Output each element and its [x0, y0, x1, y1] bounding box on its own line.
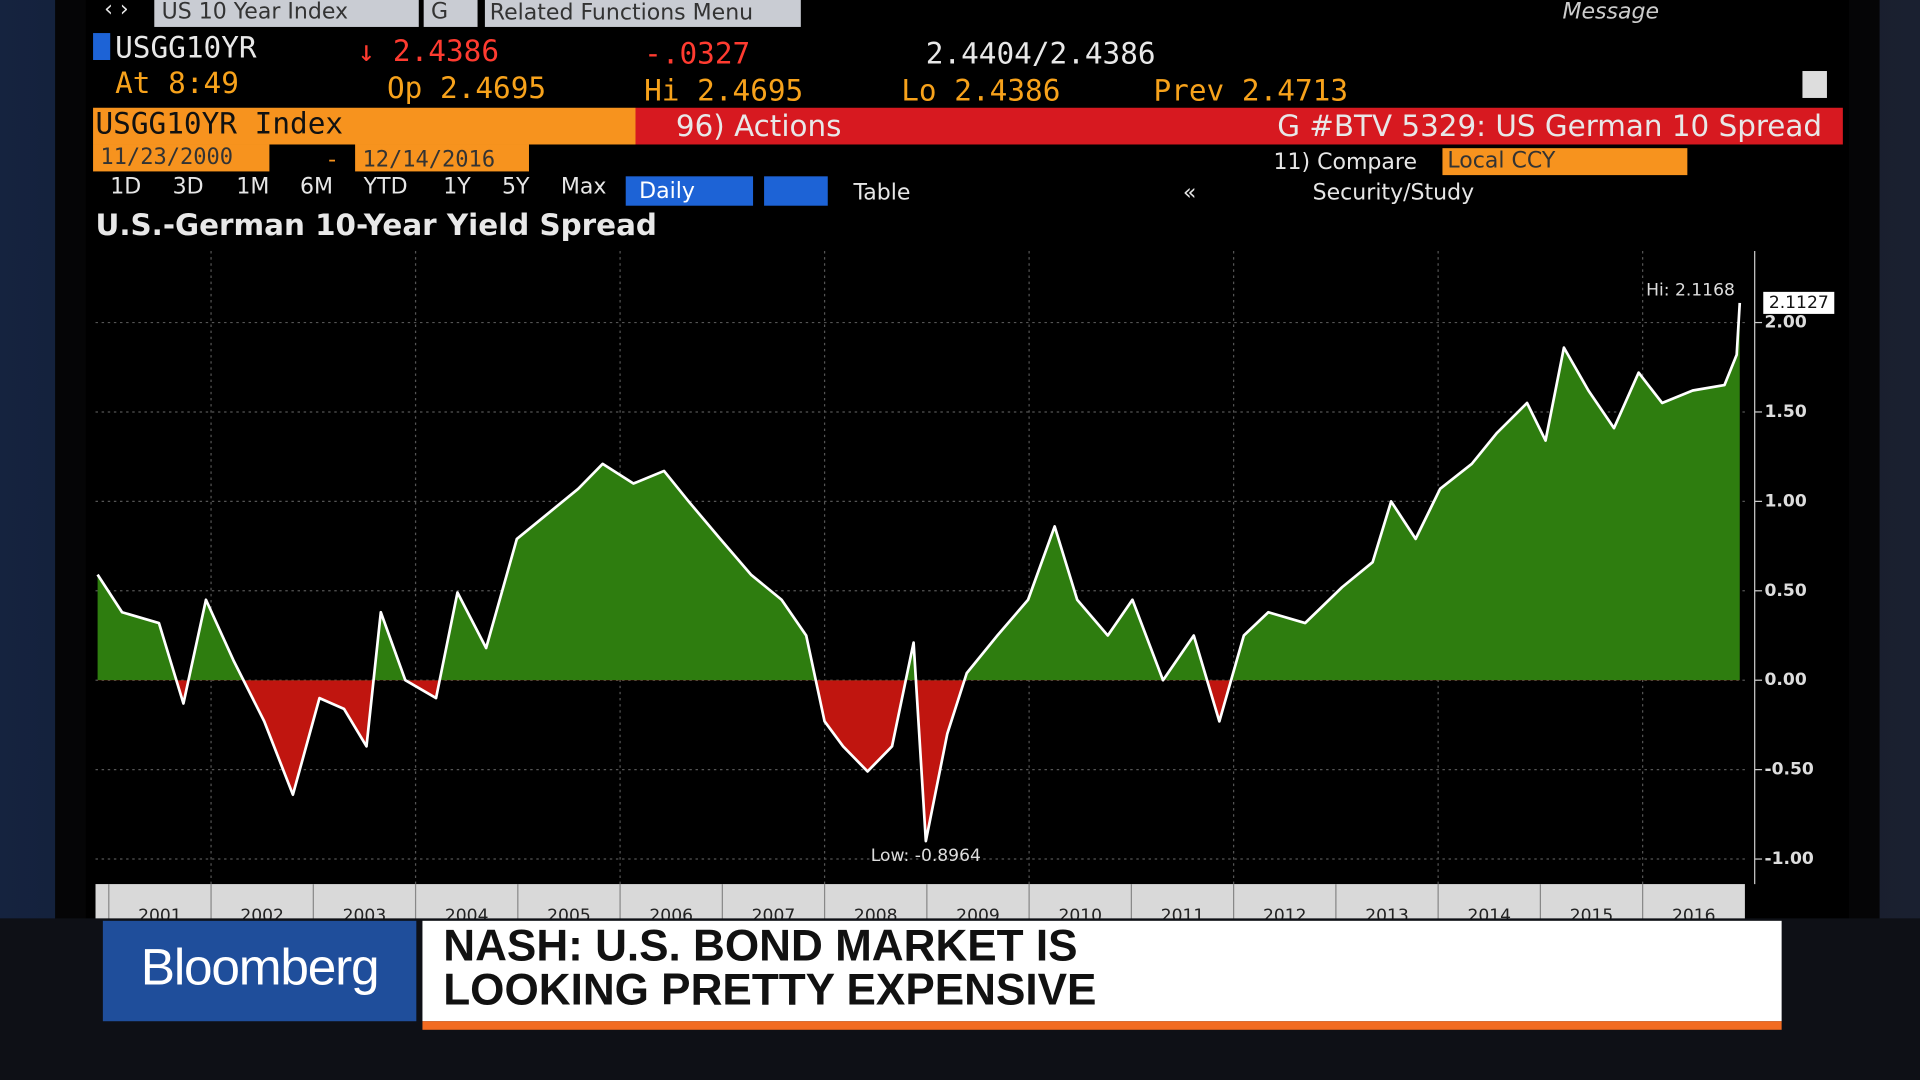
y-tick-label: -0.50	[1764, 760, 1813, 780]
headline-2: LOOKING PRETTY EXPENSIVE	[443, 966, 1096, 1015]
low-annotation: Low: -0.8964	[871, 846, 981, 866]
period[interactable]: Daily	[639, 179, 695, 204]
period-button[interactable]	[625, 176, 754, 206]
nav-arrows[interactable]: ‹ ›	[104, 0, 129, 22]
area-positive	[97, 302, 1740, 681]
range-button[interactable]: 1D	[110, 174, 141, 199]
menu-field[interactable]	[484, 0, 801, 27]
range-button[interactable]: 1M	[236, 174, 269, 199]
chart-title: U.S.-German 10-Year Yield Spread	[96, 208, 657, 242]
low: Lo 2.4386	[901, 73, 1060, 107]
y-tick-label: -1.00	[1764, 849, 1813, 869]
end-date: 12/14/2016	[362, 147, 495, 172]
index-bar	[93, 107, 636, 145]
headline-rule	[422, 1021, 1782, 1030]
bid-ask: 2.4404/2.4386	[926, 37, 1156, 71]
range-button[interactable]: Max	[561, 174, 607, 199]
y-tick-label: 0.00	[1764, 670, 1806, 690]
last-annotation: 2.1127	[1769, 293, 1829, 313]
menu[interactable]: Related Functions Menu	[490, 0, 753, 25]
chart-button[interactable]	[764, 176, 828, 206]
line	[96, 302, 1742, 843]
high: Hi 2.4695	[644, 73, 803, 107]
time: At 8:49	[115, 66, 239, 100]
range-button[interactable]: 3D	[173, 174, 204, 199]
date-dash: -	[328, 147, 336, 172]
index: USGG10YR Index	[96, 106, 344, 140]
headline-1: NASH: U.S. BOND MARKET IS	[443, 922, 1077, 971]
security: US 10 Year Index	[162, 0, 348, 24]
message[interactable]: Message	[1562, 0, 1659, 24]
range-button[interactable]: 5Y	[502, 174, 530, 199]
symbol: USGG10YR	[115, 30, 257, 64]
collapse[interactable]: «	[1183, 180, 1196, 205]
source: G	[431, 0, 448, 24]
x-axis-strip	[95, 884, 1745, 921]
start-date: 11/23/2000	[100, 145, 233, 170]
actions[interactable]: 96) Actions	[676, 109, 841, 143]
marker	[93, 33, 111, 60]
headline-box	[422, 920, 1782, 1022]
range-button[interactable]: YTD	[363, 174, 408, 199]
study[interactable]: Security/Study	[1313, 180, 1475, 205]
prev: Prev 2.4713	[1153, 73, 1348, 107]
screen-bar	[635, 107, 1843, 145]
brand: Bloomberg	[141, 938, 379, 996]
screen-title: G #BTV 5329: US German 10 Spread	[1277, 109, 1822, 143]
range-button[interactable]: 6M	[300, 174, 333, 199]
currency: Local CCY	[1447, 149, 1555, 174]
y-tick-label: 0.50	[1764, 581, 1806, 601]
y-tick-label: 1.50	[1764, 402, 1806, 422]
high-annotation: Hi: 2.1168	[1646, 281, 1735, 301]
y-tick-label: 1.00	[1764, 491, 1806, 511]
end-field[interactable]	[355, 144, 529, 172]
range-buttons: 1D 3D 1M 6M YTD 1Y 5Y Max	[110, 174, 606, 199]
range-button[interactable]: 1Y	[443, 174, 471, 199]
last-badge	[1763, 291, 1835, 314]
compare[interactable]: 11) Compare	[1273, 150, 1417, 175]
source-field[interactable]	[423, 0, 478, 27]
table[interactable]: Table	[852, 180, 910, 205]
export-icon[interactable]	[1802, 71, 1827, 98]
last: ↓ 2.4386	[358, 34, 499, 68]
brand-box	[102, 920, 417, 1022]
security-field[interactable]	[154, 0, 419, 27]
open: Op 2.4695	[387, 71, 546, 105]
start-field[interactable]	[93, 144, 270, 172]
y-tick-label: 2.00	[1764, 313, 1806, 333]
area-negative	[176, 680, 1232, 842]
currency-field[interactable]	[1442, 148, 1688, 176]
change: -.0327	[644, 37, 750, 71]
